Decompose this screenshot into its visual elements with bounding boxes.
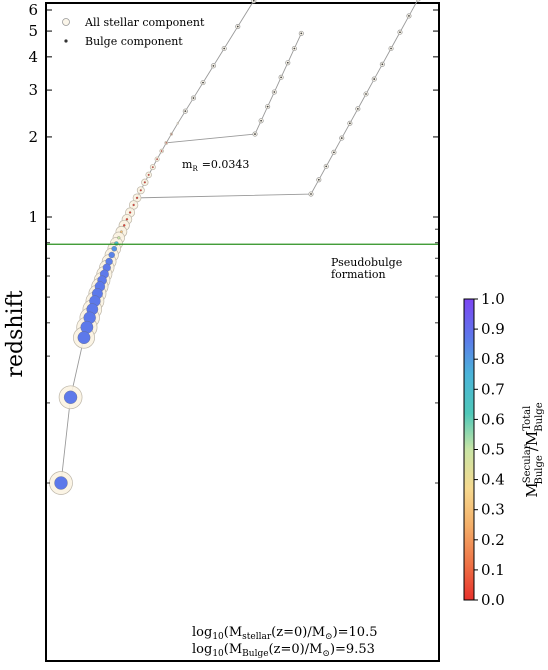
main-bulge-point: [125, 218, 129, 221]
branch-2-bulge-point: [325, 165, 328, 168]
branch-1-bulge-point: [254, 133, 256, 135]
main-bulge-point: [120, 230, 123, 234]
bulge-markers: [54, 0, 410, 490]
colorbar-tick-label: 0.7: [481, 380, 505, 398]
branch-1-bulge-point: [293, 47, 296, 50]
legend: All stellar component Bulge component: [62, 16, 205, 48]
branch-1-bulge-point: [266, 105, 269, 108]
branch-2-bulge-point: [381, 63, 384, 66]
upper-bulge-point: [212, 64, 215, 67]
plot-frame: [45, 2, 440, 662]
main-bulge-point: [128, 211, 132, 214]
y-axis-ticks: 12345678: [28, 0, 439, 484]
main-bulge-point: [108, 251, 115, 259]
main-bulge-point: [151, 166, 154, 169]
upper-bulge-point: [184, 110, 187, 113]
branch-1-bulge-point: [300, 32, 303, 35]
legend-stellar-marker: [62, 18, 70, 26]
colorbar-ticks: 0.0 0.1 0.2 0.3 0.4 0.5 0.6 0.7 0.8 0.9 1.0: [474, 290, 505, 609]
branch-2-bulge-point: [348, 122, 351, 125]
branch-2-bulge-point: [340, 137, 343, 139]
stats-text: log10(Mstellar(z=0)/M⊙)=10.5 log10(MBulg…: [192, 625, 377, 659]
merger-ratio-annotation: mR =0.0343: [182, 158, 249, 173]
y-axis-label: redshift: [3, 290, 28, 377]
colorbar-tick-label: 0.9: [481, 320, 505, 338]
main-bulge-point: [160, 150, 163, 152]
colorbar-tick-label: 0.1: [481, 561, 505, 579]
colorbar-tick-label: 0.3: [481, 501, 505, 519]
branch-1-bulge-point: [260, 119, 263, 122]
colorbar-gradient: [463, 298, 475, 601]
legend-bulge-label: Bulge component: [85, 35, 183, 48]
main-stellar-point: [176, 122, 179, 125]
upper-bulge-point: [236, 25, 239, 28]
main-bulge-point: [117, 236, 121, 240]
branch-2-bulge-point: [333, 151, 335, 154]
stellar-markers: [49, 0, 421, 495]
branch-2-bulge-point: [317, 178, 320, 181]
legend-bulge-marker: [64, 39, 68, 43]
main-bulge-point: [54, 476, 68, 490]
main-bulge-point: [170, 133, 173, 135]
pseudobulge-label: Pseudobulge: [331, 256, 402, 269]
main-bulge-point: [77, 331, 91, 344]
main-bulge-point: [63, 390, 78, 404]
y-tick-label: 5: [28, 22, 38, 40]
upper-bulge-point: [252, 0, 255, 2]
main-bulge-point: [147, 173, 150, 176]
y-tick-label: 4: [28, 48, 38, 66]
branch-2-bulge-point: [365, 93, 367, 95]
colorbar-tick-label: 0.5: [481, 441, 505, 459]
main-bulge-point: [156, 158, 159, 161]
colorbar-tick-label: 0.8: [481, 350, 505, 368]
branch-2-bulge-point: [310, 193, 312, 195]
y-tick-label: 7: [28, 0, 38, 1]
y-tick-label: 6: [28, 1, 38, 19]
colorbar: 0.0 0.1 0.2 0.3 0.4 0.5 0.6 0.7 0.8 0.9 1.0 MSecul…: [463, 290, 545, 609]
stellar-mass-stat: log10(Mstellar(z=0)/M⊙)=10.5: [192, 625, 377, 642]
main-bulge-point: [139, 189, 142, 192]
colorbar-tick-label: 0.6: [481, 410, 505, 428]
branch-2-bulge-point: [356, 107, 359, 110]
branch-2-bulge-point: [408, 15, 410, 17]
branch-2-stellar-point: [415, 0, 421, 2]
main-bulge-point: [165, 142, 168, 144]
branch-1-line: [166, 33, 302, 144]
legend-stellar-label: All stellar component: [84, 16, 205, 29]
y-tick-label: 3: [28, 81, 38, 99]
branch-1-bulge-point: [273, 91, 276, 93]
upper-bulge-point: [223, 47, 226, 50]
colorbar-tick-label: 0.0: [481, 591, 505, 609]
branch-1-bulge-point: [286, 61, 289, 64]
branch-2-bulge-point: [390, 47, 392, 50]
colorbar-label: MSecularBulge/MTotalBulge: [522, 402, 545, 497]
branch-2-line: [137, 0, 419, 199]
main-bulge-point: [114, 241, 119, 246]
main-bulge-point: [135, 196, 139, 200]
bulge-mass-stat: log10(MBulge(z=0)/M⊙)=9.53: [192, 642, 375, 659]
main-track-line: [60, 123, 179, 484]
main-bulge-point: [111, 245, 117, 252]
y-tick-label: 1: [28, 208, 38, 226]
colorbar-tick-label: 0.2: [481, 531, 505, 549]
colorbar-tick-label: 1.0: [481, 290, 505, 308]
y-tick-label: 2: [28, 128, 38, 146]
main-bulge-point: [143, 181, 146, 184]
upper-bulge-point: [192, 97, 195, 99]
main-bulge-point: [122, 224, 126, 227]
colorbar-tick-label: 0.4: [481, 471, 505, 489]
branch-2-bulge-point: [373, 78, 376, 80]
branch-1-bulge-point: [280, 76, 282, 79]
main-bulge-point: [132, 203, 135, 207]
branch-2-bulge-point: [399, 31, 401, 34]
pseudobulge-label-line2: formation: [331, 268, 386, 281]
upper-bulge-point: [202, 81, 204, 84]
